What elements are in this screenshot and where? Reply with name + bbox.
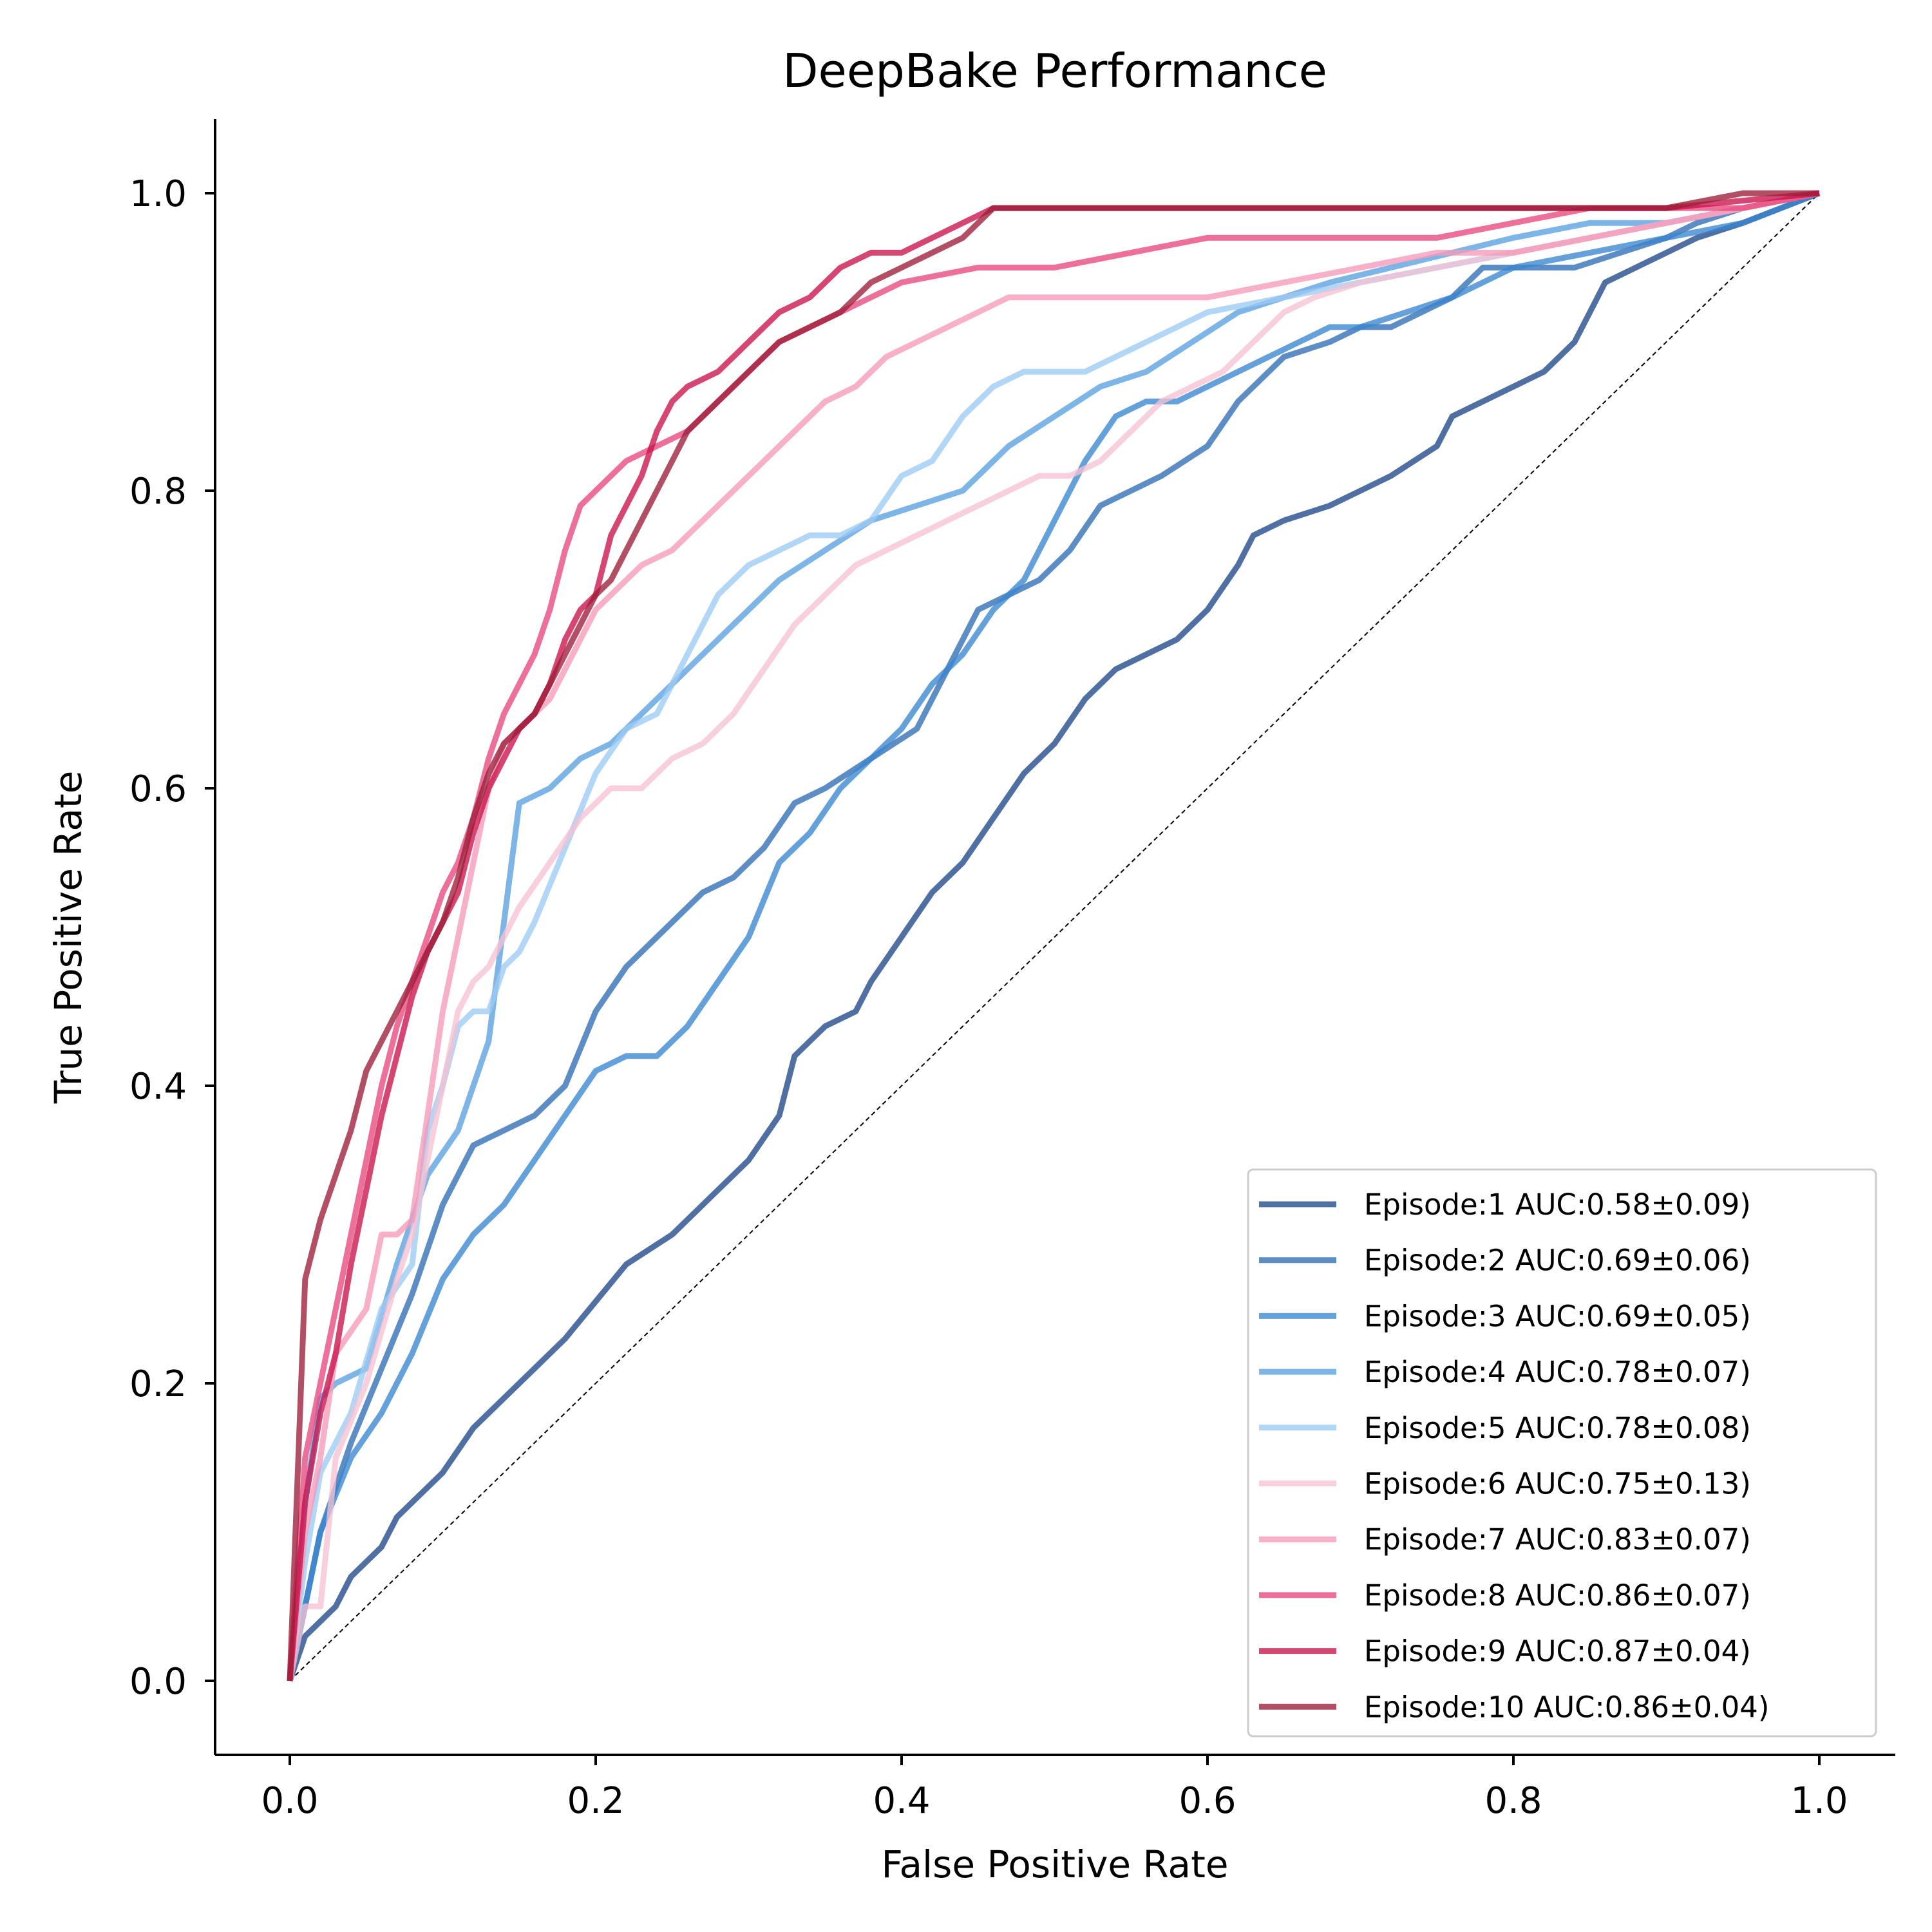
legend-label-episode-4: Episode:4 AUC:0.78±0.07) xyxy=(1364,1355,1751,1389)
series-line-episode-8 xyxy=(287,190,1820,1681)
legend-label-episode-5: Episode:5 AUC:0.78±0.08) xyxy=(1364,1411,1751,1445)
legend-label-episode-7: Episode:7 AUC:0.83±0.07) xyxy=(1364,1522,1751,1557)
y-tick-label: 0.0 xyxy=(129,1661,187,1703)
x-tick-label: 0.8 xyxy=(1484,1780,1542,1822)
legend: Episode:1 AUC:0.58±0.09) Episode:2 AUC:0.… xyxy=(1247,1168,1877,1738)
y-tick-label: 0.8 xyxy=(129,471,187,513)
y-tick-label: 0.2 xyxy=(129,1363,187,1405)
series-line-episode-9 xyxy=(287,190,1820,1681)
series-line-episode-6 xyxy=(287,190,1820,1681)
x-tick-label: 0.6 xyxy=(1179,1780,1236,1822)
y-tick-label: 0.6 xyxy=(129,768,187,810)
x-tick-label: 0.4 xyxy=(873,1780,930,1822)
legend-label-episode-3: Episode:3 AUC:0.69±0.05) xyxy=(1364,1299,1751,1333)
legend-label-episode-6: Episode:6 AUC:0.75±0.13) xyxy=(1364,1467,1751,1501)
y-tick-label: 1.0 xyxy=(129,173,187,215)
x-tick-label: 0.2 xyxy=(567,1780,624,1822)
legend-label-episode-1: Episode:1 AUC:0.58±0.09) xyxy=(1364,1188,1751,1222)
legend-label-episode-10: Episode:10 AUC:0.86±0.04) xyxy=(1364,1690,1769,1724)
y-tick-label: 0.4 xyxy=(129,1066,187,1108)
chance-diagonal-line xyxy=(289,193,1820,1681)
chart-title: DeepBake Performance xyxy=(782,44,1327,98)
x-tick-label: 0.0 xyxy=(261,1780,318,1822)
legend-label-episode-8: Episode:8 AUC:0.86±0.07) xyxy=(1364,1578,1751,1613)
series-line-episode-1 xyxy=(287,190,1821,1682)
x-axis-label: False Positive Rate xyxy=(881,1842,1228,1886)
x-tick-label: 1.0 xyxy=(1790,1780,1848,1822)
y-axis-label: True Positive Rate xyxy=(46,771,90,1104)
legend-label-episode-9: Episode:9 AUC:0.87±0.04) xyxy=(1364,1634,1751,1669)
legend-label-episode-2: Episode:2 AUC:0.69±0.06) xyxy=(1364,1244,1751,1278)
series-line-episode-10 xyxy=(287,190,1819,1681)
series-line-episode-7 xyxy=(287,190,1820,1681)
series-line-episode-3 xyxy=(287,190,1821,1681)
legend-frame xyxy=(1247,1168,1877,1738)
